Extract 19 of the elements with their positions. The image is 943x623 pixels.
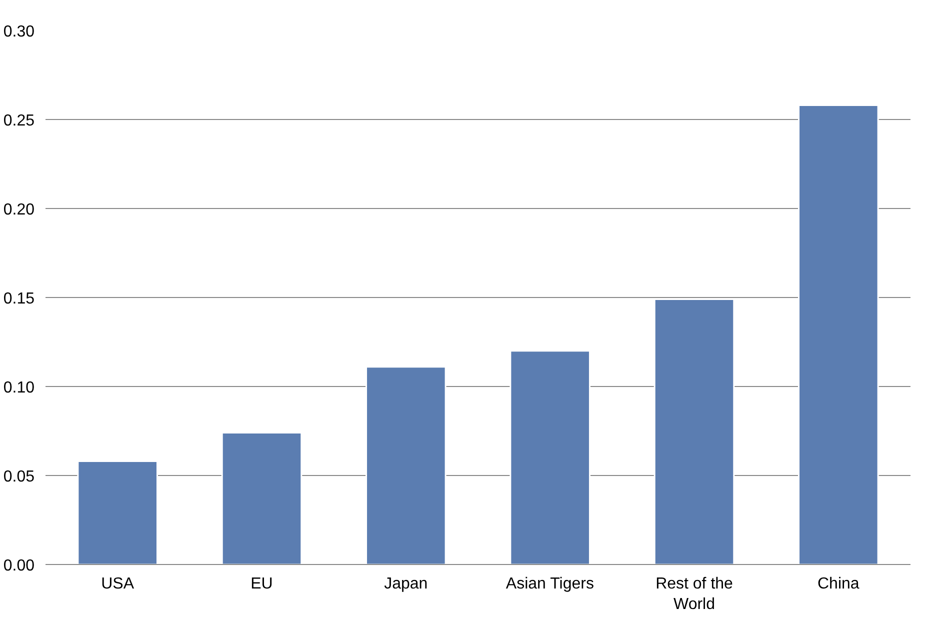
y-tick-label: 0.05 <box>3 468 35 486</box>
bar <box>510 350 590 564</box>
y-tick-label: 0.10 <box>3 380 35 396</box>
x-tick-label: USA <box>101 576 134 592</box>
x-tick-label: Japan <box>384 576 428 592</box>
x-tick-label: EU <box>250 576 273 592</box>
y-tick-label: 0.15 <box>3 290 35 308</box>
y-tick-label: 0.00 <box>3 558 35 574</box>
bar <box>221 432 302 564</box>
y-tick-label: 0.30 <box>3 24 35 40</box>
x-tick-label: Rest of the World <box>656 576 734 613</box>
x-tick-label: China <box>818 576 860 592</box>
y-tick-label: 0.25 <box>3 112 35 130</box>
bar <box>366 366 446 564</box>
bar <box>77 460 158 564</box>
bar <box>798 104 879 564</box>
x-tick-label: Asian Tigers <box>506 576 594 592</box>
y-tick-label: 0.20 <box>3 202 35 218</box>
bar <box>654 298 735 564</box>
